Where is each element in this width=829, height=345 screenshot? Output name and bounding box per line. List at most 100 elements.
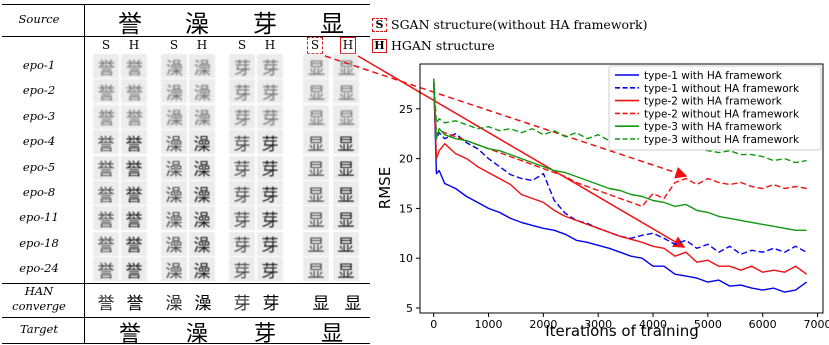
x-tick-label: 0 [430,318,437,331]
generated-char-cell: 誉 [93,257,119,282]
generated-char-cell: 澡 [161,130,187,155]
callout-arrows [324,55,688,248]
generated-char-cell: 澡 [189,130,215,155]
source-char-1: 誉 [118,10,142,38]
generated-char-cell: 誉 [93,231,119,256]
converge-char-s-1: 誉 [97,293,115,314]
hgan-callout-arrow [357,55,686,248]
generated-char-cell: 澡 [189,231,215,256]
x-tick-label: 3000 [584,318,612,331]
epoch-results-table: Source 誉 澡 芽 显 S H S H S H S H epo-1 誉誉澡澡… [0,0,372,345]
y-tick-label: 20 [399,153,413,166]
series-layer [433,78,808,293]
epoch-label: epo-11 [19,210,59,225]
generated-char-cell: 誉 [121,79,147,104]
generated-char-cell: 芽 [229,104,255,129]
table-label-rule [84,4,85,344]
generated-char-cell: 澡 [161,257,187,282]
generated-char-cell: 芽 [257,54,283,78]
generated-char-cell: 澡 [161,155,187,180]
converge-label-line1: HAN [24,284,54,298]
y-tick-label: 5 [406,302,413,315]
legend-box [608,65,822,151]
generated-char-cell: 显 [303,104,329,129]
generated-char-cell: 显 [333,79,359,104]
series-line-type-1-without-ha-framework [433,78,807,255]
epoch-label: epo-2 [22,83,56,98]
generated-char-cell: 芽 [229,231,255,256]
converge-char-s-4: 显 [312,293,330,314]
generated-char-cell: 显 [333,130,359,155]
converge-char-h-2: 澡 [194,293,212,314]
source-char-4: 显 [320,10,344,38]
generated-char-cell: 澡 [161,79,187,104]
generated-char-cell: 誉 [121,257,147,282]
generated-char-cell: 显 [303,155,329,180]
x-axis-label: Iterations of training [545,322,699,340]
generated-char-cell: 芽 [257,79,283,104]
target-char-1: 誉 [118,322,141,345]
source-label: Source [18,12,60,26]
generated-char-cell: 显 [333,231,359,256]
col-head-h-3: H [264,38,276,52]
target-label: Target [20,322,58,336]
converge-char-s-2: 澡 [165,293,183,314]
sgan-legend: S SGAN structure(without HA framework) [372,17,647,32]
generated-char-cell: 澡 [189,206,215,231]
legend-label: type-2 with HA framework [644,96,783,108]
generated-char-cell: 显 [333,104,359,129]
generated-char-cell: 显 [333,257,359,282]
y-tick-label: 25 [399,103,413,116]
generated-char-cell: 芽 [257,104,283,129]
generated-char-cell: 显 [333,54,359,78]
epoch-label: epo-4 [22,134,56,149]
sgan-callout-arrow [324,55,688,179]
generated-char-cell: 誉 [121,206,147,231]
converge-label-line2: converge [12,299,66,313]
series-line-type-2-with-ha-framework [433,78,808,275]
epoch-label: epo-5 [22,159,56,174]
y-axis-label: RMSE [376,167,394,209]
generated-char-cell: 誉 [121,231,147,256]
table-converge-rule [2,317,370,318]
epoch-label: epo-8 [22,185,56,199]
table-bottom-rule [2,343,370,344]
sgan-legend-text: SGAN structure(without HA framework) [391,17,648,32]
generated-char-cell: 誉 [121,155,147,180]
x-tick-label: 6000 [749,318,777,331]
target-char-2: 澡 [185,322,208,345]
col-head-h-2: H [196,38,208,52]
generated-char-cell: 誉 [93,155,119,180]
generated-char-cell: 芽 [257,206,283,231]
target-char-4: 显 [320,322,343,345]
y-tick-label: 15 [399,202,413,215]
generated-char-cell: 誉 [121,104,147,129]
generated-char-cell: 芽 [229,54,255,78]
converge-char-h-1: 誉 [126,293,144,314]
generated-char-cell: 芽 [257,231,283,256]
generated-char-cell: 芽 [229,79,255,104]
x-tick-label: 7000 [804,318,829,331]
generated-char-cell: 芽 [229,181,255,205]
series-line-type-1-with-ha-framework [433,78,808,293]
x-tick-label: 5000 [694,318,722,331]
epoch-label: epo-3 [22,108,56,123]
converge-char-h-3: 芽 [262,293,280,314]
generated-char-cell: 澡 [189,104,215,129]
generated-char-cell: 芽 [257,130,283,155]
generated-char-cell: 澡 [161,181,187,205]
source-char-3: 芽 [253,10,277,38]
x-tick-label: 4000 [639,318,667,331]
generated-char-cell: 芽 [229,257,255,282]
generated-char-cell: 显 [303,54,329,78]
generated-char-cell: 誉 [93,130,119,155]
generated-char-cell: 澡 [189,181,215,205]
table-source-rule [2,36,370,37]
generated-char-cell: 芽 [229,155,255,180]
generated-char-cell: 誉 [93,79,119,104]
generated-char-cell: 澡 [161,206,187,231]
col-head-h-4-highlighted: H [340,37,356,54]
generated-char-cell: 显 [333,155,359,180]
legend-label: type-3 with HA framework [644,121,783,133]
